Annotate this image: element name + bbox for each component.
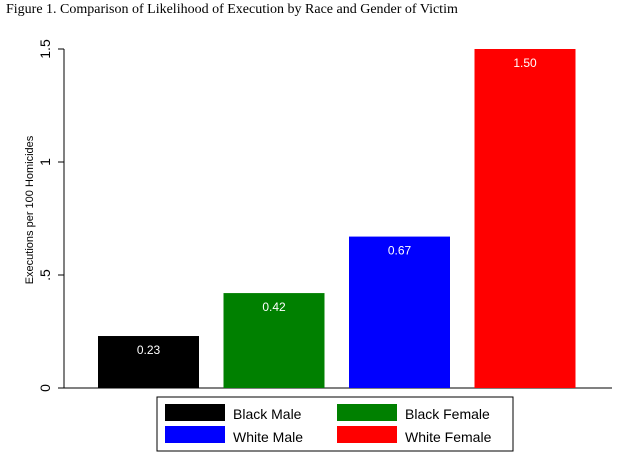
legend-swatch <box>337 404 397 421</box>
chart-title: Figure 1. Comparison of Likelihood of Ex… <box>6 2 458 17</box>
legend-label: White Female <box>405 429 492 445</box>
y-tick-label: .5 <box>37 269 53 281</box>
y-ticks: 0 .5 1 1.5 <box>37 39 64 392</box>
y-tick-label: 1 <box>37 158 53 166</box>
legend-label: Black Male <box>233 406 302 422</box>
bar <box>349 236 450 388</box>
bar <box>223 293 325 388</box>
legend-items: Black Male Black Female White Male White Fe… <box>165 404 492 445</box>
legend-label: White Male <box>233 429 303 445</box>
y-tick-label: 0 <box>37 384 53 392</box>
legend-swatch <box>337 426 397 443</box>
y-tick-label: 1.5 <box>37 39 53 59</box>
legend-swatch <box>165 404 225 421</box>
bar-value-label: 0.67 <box>388 244 412 258</box>
legend-label: Black Female <box>405 406 490 422</box>
legend-swatch <box>165 426 225 443</box>
bar <box>474 49 576 388</box>
bar-value-label: 0.42 <box>262 300 286 314</box>
bar-value-label: 1.50 <box>513 56 537 70</box>
bar <box>98 336 199 388</box>
legend: Black Male Black Female White Male White Fe… <box>156 396 514 452</box>
y-axis-label: Executions per 100 Homicides <box>24 135 36 284</box>
bar-value-label: 0.23 <box>137 343 161 357</box>
bars: 0.23 0.42 0.67 1.50 <box>98 49 576 388</box>
